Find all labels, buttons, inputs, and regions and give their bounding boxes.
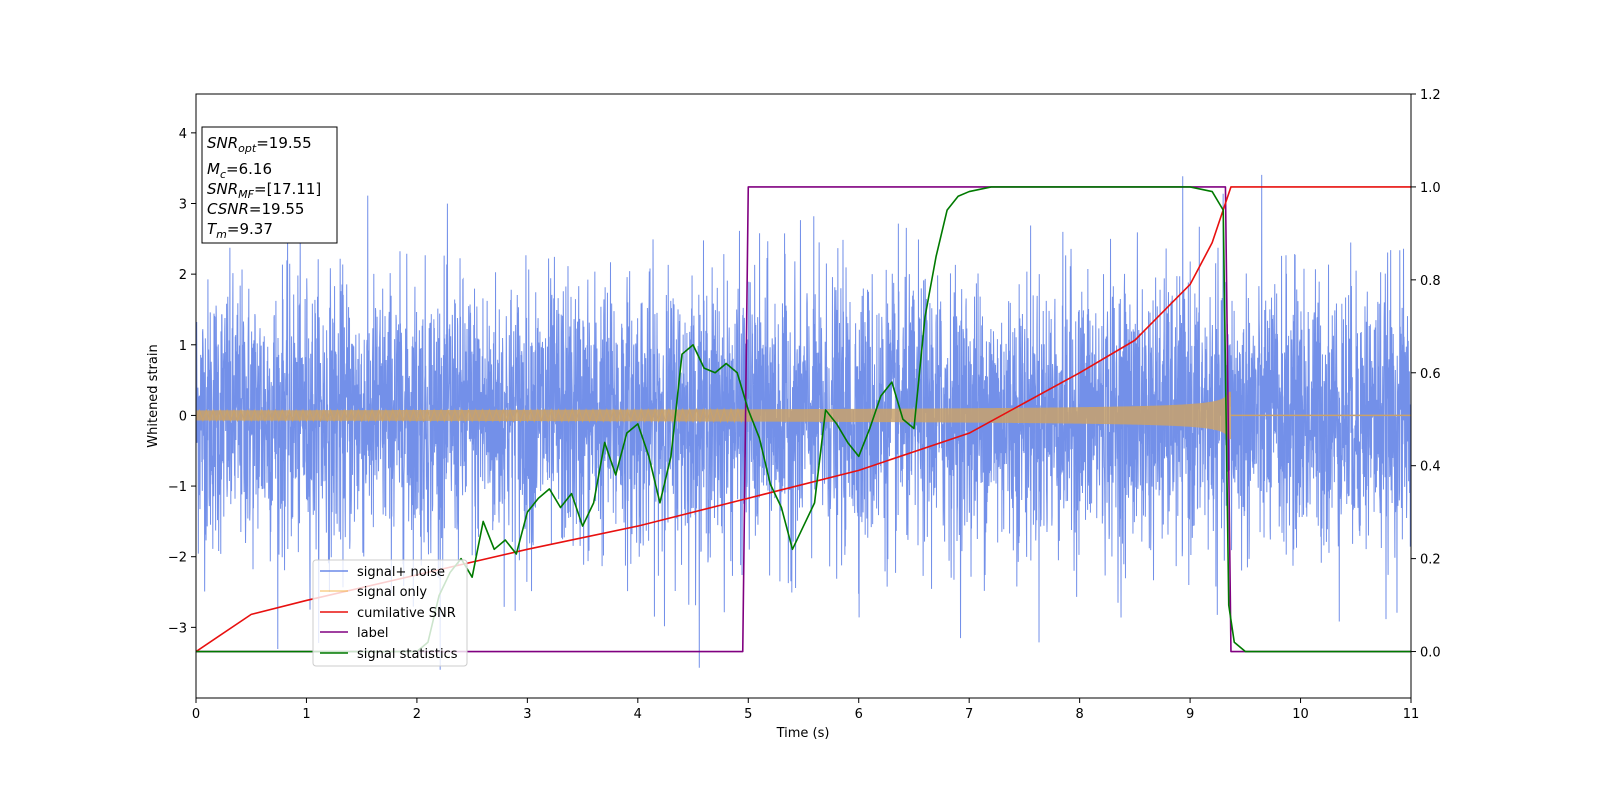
annotation-mc-value: 6.16 xyxy=(239,160,272,178)
annotation-tm-value: 9.37 xyxy=(239,220,272,238)
legend-label-stats: signal statistics xyxy=(357,647,458,662)
x-tick-label: 10 xyxy=(1292,707,1309,722)
annotation-tm: Tm=9.37 xyxy=(207,220,273,241)
x-tick-label: 3 xyxy=(523,707,531,722)
y-tick-label: 1 xyxy=(179,339,187,354)
x-tick-label: 2 xyxy=(413,707,421,722)
x-tick-label: 5 xyxy=(744,707,752,722)
annotation-snr-opt-value: 19.55 xyxy=(269,134,312,152)
series-line-signal-statistics xyxy=(196,186,1411,653)
legend-frame xyxy=(312,559,468,667)
y2-tick-label: 0.4 xyxy=(1420,460,1441,475)
x-tick-label: 4 xyxy=(634,707,642,722)
x-tick-label: 9 xyxy=(1186,707,1194,722)
y2-tick-label: 1.0 xyxy=(1420,181,1441,196)
annotation-mc: Mc=6.16 xyxy=(207,160,272,181)
y-tick-label: −1 xyxy=(168,480,187,495)
y-tick-label: −2 xyxy=(168,551,187,566)
x-tick-label: 7 xyxy=(965,707,973,722)
annotation-snr-mf: SNRMF=[17.11] xyxy=(207,180,321,201)
y2-tick-label: 0.0 xyxy=(1420,646,1441,661)
x-tick-label: 1 xyxy=(302,707,310,722)
chirp-series-group xyxy=(196,391,1411,440)
y2-tick-label: 0.6 xyxy=(1420,367,1441,382)
plot-frame xyxy=(195,93,1412,699)
annotation-csnr: CSNR=19.55 xyxy=(207,200,304,218)
series-line-signal-only xyxy=(196,407,749,424)
y2-tick-label: 1.2 xyxy=(1420,88,1441,103)
annotation-snr-opt: SNRopt=19.55 xyxy=(207,134,312,155)
legend-label-noise: signal+ noise xyxy=(357,565,445,580)
y-tick-label: 4 xyxy=(179,127,187,142)
y2-tick-label: 0.2 xyxy=(1420,553,1441,568)
annotation-csnr-value: 19.55 xyxy=(262,200,305,218)
legend-label-csnr: cumilative SNR xyxy=(357,606,456,621)
x-tick-label: 6 xyxy=(855,707,863,722)
x-tick-label: 11 xyxy=(1403,707,1420,722)
x-tick-label: 8 xyxy=(1075,707,1083,722)
series-area-signal-only xyxy=(196,391,1231,440)
annotation-frame xyxy=(201,126,338,244)
y-tick-label: 2 xyxy=(179,268,187,283)
legend: signal+ noise signal only cumilative SNR… xyxy=(312,559,468,667)
y-tick-label: 0 xyxy=(179,409,187,424)
y-tick-label: −3 xyxy=(168,621,187,636)
y2-tick-label: 0.8 xyxy=(1420,274,1441,289)
x-tick-label: 0 xyxy=(192,707,200,722)
tick-group: 0 1 2 3 4 5 6 7 8 9 10 11 −3 −2 −1 0 1 2 3 4 0.0 0.2 0.4 0.6 0.8… xyxy=(168,88,1441,722)
x-axis-label: Time (s) xyxy=(776,726,830,741)
y-tick-label: 3 xyxy=(179,197,187,212)
legend-label-label: label xyxy=(357,626,388,641)
annotation-snr-mf-value: [17.11] xyxy=(267,180,322,198)
y-axis-label: Whitened strain xyxy=(146,344,161,447)
legend-label-signal: signal only xyxy=(357,585,427,600)
annotation-box: SNRopt=19.55 Mc=6.16 SNRMF=[17.11] CSNR=… xyxy=(201,126,338,244)
